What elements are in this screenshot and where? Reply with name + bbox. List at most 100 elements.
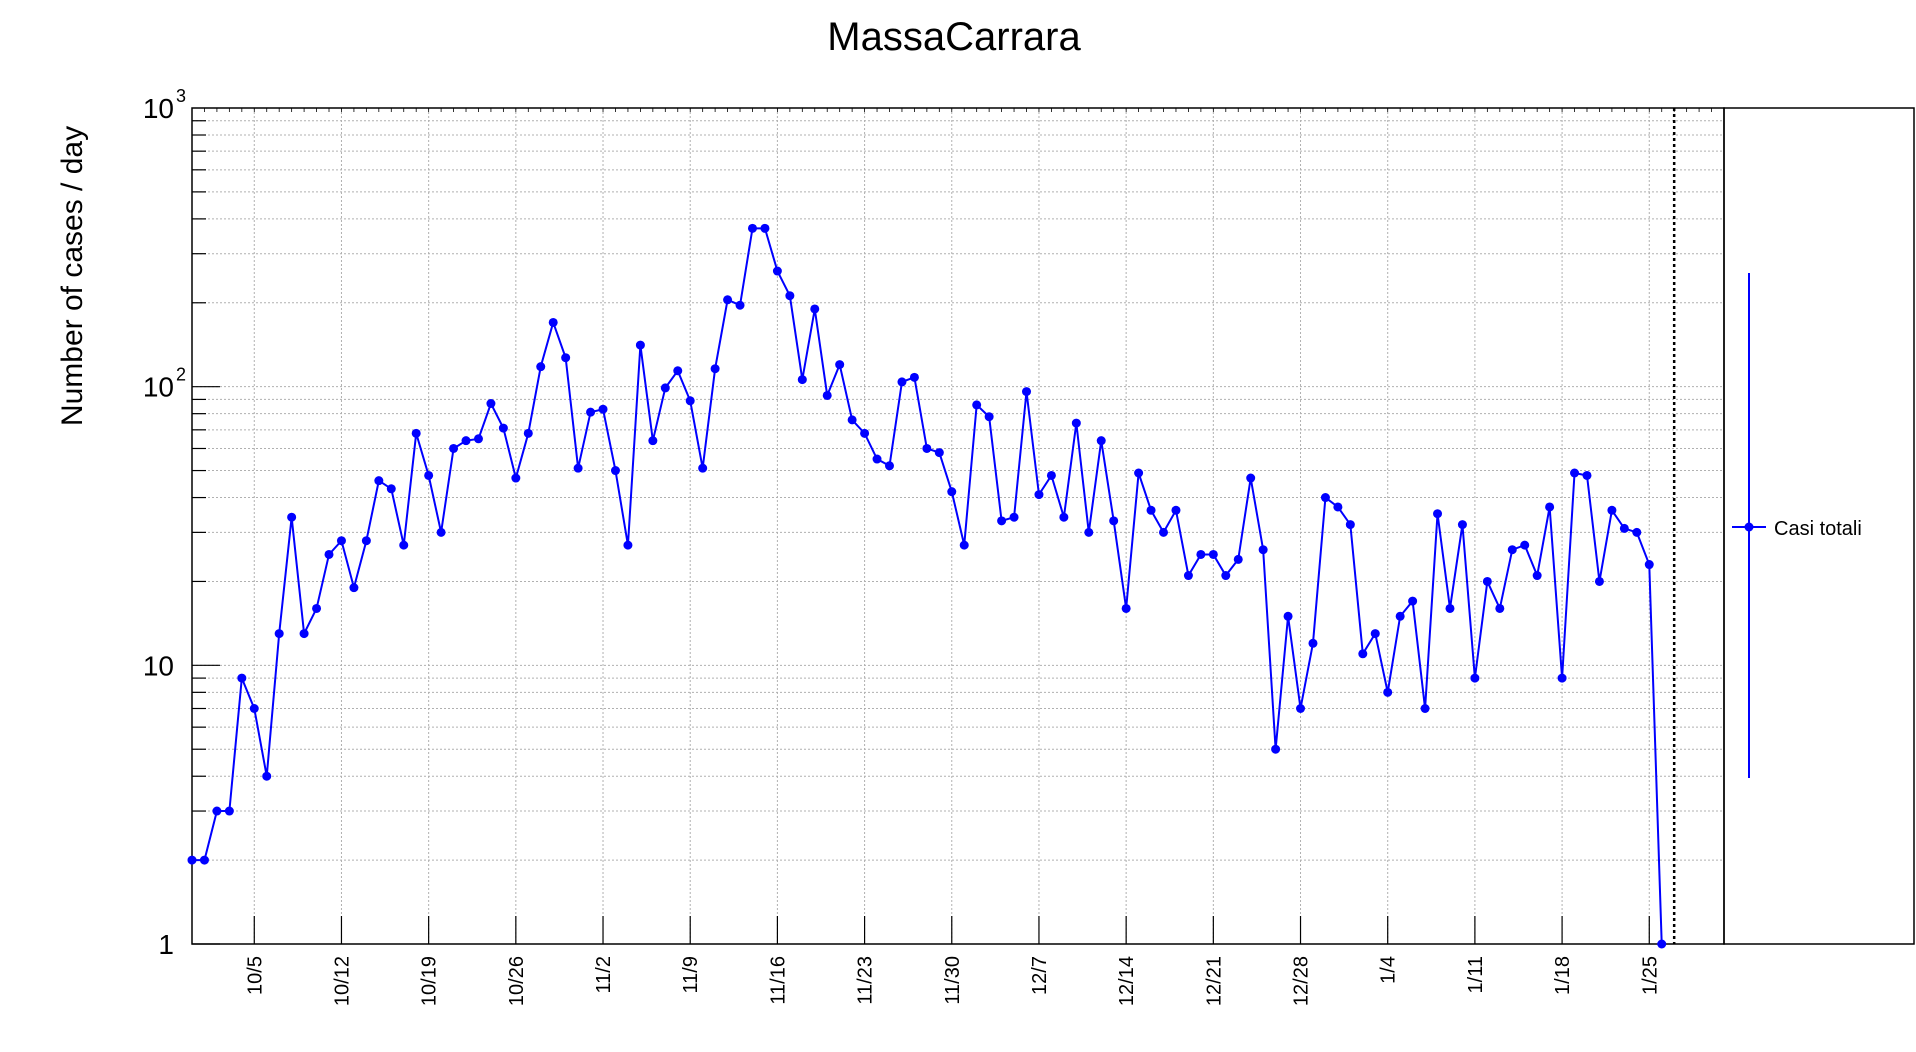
x-tick-label: 12/21 (1203, 956, 1225, 1006)
x-tick-label: 10/5 (244, 956, 266, 995)
data-point (1320, 493, 1330, 503)
x-tick-label: 11/16 (767, 956, 789, 1005)
data-point (1071, 418, 1081, 428)
data-point (959, 540, 969, 550)
data-point (1433, 509, 1443, 519)
data-point (1520, 540, 1530, 550)
legend-box (1723, 107, 1915, 945)
data-point (1657, 939, 1667, 949)
data-point (1271, 744, 1281, 754)
data-point (1445, 603, 1455, 613)
plot-border (191, 107, 1725, 945)
data-point (1333, 502, 1343, 512)
data-point (1121, 603, 1131, 613)
chart-title: MassaCarrara (827, 15, 1081, 59)
legend-marker (1744, 522, 1754, 532)
data-point (1383, 687, 1393, 697)
data-point (1507, 545, 1517, 555)
y-tick-label-exponent: 3 (176, 86, 186, 106)
x-tick-label: 1/4 (1378, 956, 1400, 984)
data-point (835, 360, 845, 370)
data-point (623, 540, 633, 550)
x-tick-label: 10/26 (506, 956, 528, 1006)
data-point (1557, 673, 1567, 683)
data-point (1370, 629, 1380, 639)
data-point (262, 771, 272, 781)
data-point (486, 399, 496, 409)
data-point (212, 806, 222, 816)
data-point (1345, 520, 1355, 530)
data-point (1233, 554, 1243, 564)
data-point (797, 375, 807, 385)
series-line (192, 227, 1663, 945)
data-point (1171, 505, 1181, 515)
data-point (1221, 571, 1231, 581)
x-tick-label: 12/14 (1116, 956, 1138, 1006)
y-tick-label: 10 (143, 93, 174, 124)
y-tick-label: 10 (143, 650, 174, 681)
data-point (349, 583, 359, 593)
data-point (1196, 549, 1206, 559)
data-point (673, 366, 683, 376)
data-point (411, 428, 421, 438)
data-point (1109, 516, 1119, 526)
x-tick-label: 11/30 (942, 956, 964, 1005)
data-point (747, 223, 757, 233)
data-point (573, 463, 583, 473)
x-tick-label: 1/11 (1465, 956, 1487, 993)
data-point (1296, 703, 1306, 713)
data-point (760, 223, 770, 233)
data-point (461, 436, 471, 446)
data-point (947, 487, 957, 497)
data-point (498, 423, 508, 433)
data-point (660, 383, 670, 393)
x-tick-label: 11/23 (855, 956, 877, 1005)
data-point (1022, 387, 1032, 397)
data-point (648, 436, 658, 446)
data-point (710, 364, 720, 374)
data-point (1420, 703, 1430, 713)
data-point (424, 470, 434, 480)
y-tick-label-exponent: 2 (176, 365, 186, 385)
data-point (610, 466, 620, 476)
data-point (1457, 520, 1467, 530)
data-point (324, 549, 334, 559)
data-point (1594, 576, 1604, 586)
data-point (897, 377, 907, 387)
data-point (1208, 549, 1218, 559)
data-point (523, 428, 533, 438)
data-point (1096, 436, 1106, 446)
data-point (1358, 649, 1368, 659)
x-tick-label: 1/18 (1552, 956, 1574, 995)
data-point (1582, 470, 1592, 480)
data-point (1034, 490, 1044, 500)
data-point (249, 703, 259, 713)
data-point (386, 484, 396, 494)
data-point (1134, 468, 1144, 478)
data-point (635, 340, 645, 350)
x-tick-label: 12/28 (1291, 956, 1313, 1006)
grid (192, 107, 1724, 945)
data-point (436, 527, 446, 537)
data-point (1258, 545, 1268, 555)
data-point (785, 291, 795, 301)
y-axis-label: Number of cases / day (56, 126, 89, 426)
data-point (1146, 505, 1156, 515)
data-point (187, 855, 197, 865)
x-tick-label: 11/2 (593, 956, 615, 993)
data-point (1159, 527, 1169, 537)
data-point (1246, 473, 1256, 483)
data-point (1283, 611, 1293, 621)
x-axis: 10/5 10/12 10/19 10/26 11/2 11/9 11/16 11/23 11/… (191, 108, 1725, 1006)
data-point (548, 317, 558, 327)
data-point (922, 443, 932, 453)
data-point (1470, 673, 1480, 683)
data-point (1545, 502, 1555, 512)
data-point (1632, 527, 1642, 537)
data-point (984, 412, 994, 422)
data-point (934, 448, 944, 458)
data-point (336, 536, 346, 546)
data-point (449, 443, 459, 453)
